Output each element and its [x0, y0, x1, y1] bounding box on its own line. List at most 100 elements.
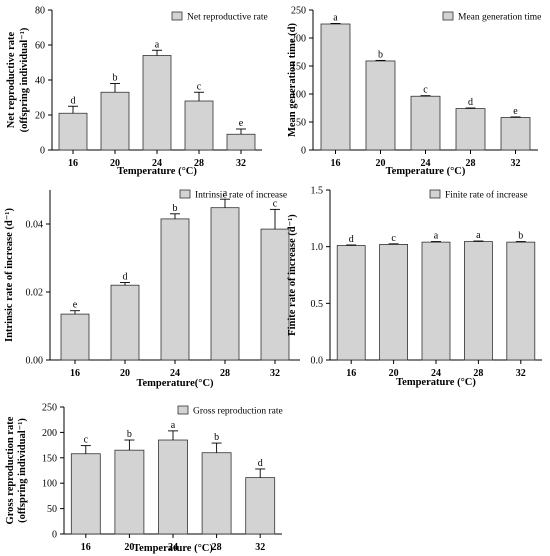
- x-tick-label: 24: [170, 368, 180, 379]
- y-tick-label: 40: [35, 76, 45, 87]
- significance-letter: a: [223, 188, 228, 199]
- bar: [336, 245, 366, 361]
- significance-letter: d: [71, 95, 76, 106]
- y-tick-label: 0: [52, 530, 57, 541]
- y-tick-label: 200: [291, 34, 306, 45]
- x-tick-label: 24: [168, 542, 178, 553]
- y-tick-label: 0.02: [26, 288, 44, 299]
- bar: [114, 449, 145, 535]
- legend-swatch: [442, 11, 454, 21]
- y-tick-label: 250: [42, 403, 57, 414]
- y-tick-label: 250: [291, 6, 306, 17]
- significance-letter: c: [84, 435, 89, 446]
- y-tick-label: 100: [42, 479, 57, 490]
- x-tick-label: 32: [516, 368, 526, 379]
- bar: [455, 108, 486, 151]
- legend-label: Intrinsic rate of increase: [195, 190, 287, 201]
- bar: [379, 243, 409, 361]
- significance-letter: d: [258, 458, 263, 469]
- y-tick-label: 200: [42, 428, 57, 439]
- significance-letter: a: [333, 12, 338, 23]
- y-tick-label: 80: [35, 6, 45, 17]
- significance-letter: a: [155, 39, 160, 50]
- bar: [410, 95, 441, 151]
- bar: [58, 112, 88, 151]
- y-tick-label: 1.5: [311, 186, 324, 197]
- y-tick-label: 100: [291, 90, 306, 101]
- significance-letter: b: [113, 73, 118, 84]
- chart-panel-3: 0.00 0.02 0.04 e 16 d 20 b 24 a 28 c 32 Temperature(°…: [4, 188, 300, 389]
- x-tick-label: 32: [270, 368, 280, 379]
- y-tick-label: 0: [40, 146, 45, 157]
- x-tick-label: 24: [421, 158, 431, 169]
- y-axis-label-line2: (offspring individual⁻¹): [17, 418, 28, 523]
- x-tick-label: 24: [431, 368, 441, 379]
- y-tick-label: 0.00: [26, 356, 44, 367]
- bar: [201, 452, 232, 535]
- x-tick-label: 20: [389, 368, 399, 379]
- x-tick-label: 32: [255, 542, 265, 553]
- significance-letter: b: [127, 429, 132, 440]
- significance-letter: a: [171, 420, 176, 431]
- y-tick-label: 20: [35, 111, 45, 122]
- y-tick-label: 0.04: [26, 220, 44, 231]
- significance-letter: d: [349, 234, 354, 245]
- y-tick-label: 0.0: [311, 356, 324, 367]
- y-tick-label: 60: [35, 41, 45, 52]
- significance-letter: a: [434, 231, 439, 242]
- significance-letter: b: [173, 203, 178, 214]
- legend: Gross reproduction rate: [177, 405, 283, 417]
- x-axis-label: Temperature (°C): [117, 166, 197, 177]
- bar: [245, 477, 276, 535]
- significance-letter: d: [468, 97, 473, 108]
- x-tick-label: 16: [346, 368, 356, 379]
- bar: [110, 284, 140, 361]
- x-tick-label: 16: [81, 542, 91, 553]
- x-tick-label: 16: [68, 158, 78, 169]
- bar: [463, 241, 493, 361]
- legend: Finite rate of increase: [429, 189, 528, 201]
- x-tick-label: 28: [220, 368, 230, 379]
- bar: [226, 133, 256, 151]
- y-tick-label: 150: [42, 453, 57, 464]
- legend-label: Net reproductive rate: [187, 13, 268, 23]
- legend-swatch: [179, 189, 191, 199]
- chart-panel-1: 0 20 40 60 80 d 16 b 20 a 24 c 28 e 32 Temperature (°C)…: [6, 6, 268, 178]
- x-tick-label: 28: [212, 542, 222, 553]
- x-tick-label: 16: [70, 368, 80, 379]
- bar: [160, 218, 190, 361]
- bar: [60, 313, 90, 361]
- significance-letter: e: [73, 300, 78, 311]
- x-tick-label: 20: [124, 542, 134, 553]
- x-tick-label: 28: [194, 158, 204, 169]
- significance-letter: c: [273, 198, 278, 209]
- x-tick-label: 32: [236, 158, 246, 169]
- x-tick-label: 20: [120, 368, 130, 379]
- x-tick-label: 28: [466, 158, 476, 169]
- significance-letter: b: [214, 432, 219, 443]
- y-tick-label: 1.0: [311, 242, 324, 253]
- significance-letter: c: [391, 233, 396, 244]
- x-tick-label: 24: [152, 158, 162, 169]
- legend: Intrinsic rate of increase: [179, 189, 287, 201]
- y-axis-label: Net reproductive rate: [6, 31, 17, 128]
- significance-letter: b: [518, 231, 523, 242]
- bar: [320, 23, 351, 151]
- chart-panel-4: 0.0 0.5 1.0 1.5 d 16 c 20 a 24 a 28 b 32 Temperature (…: [287, 186, 542, 388]
- bar: [421, 241, 451, 361]
- legend: Net reproductive rate: [171, 11, 268, 23]
- x-tick-label: 20: [376, 158, 386, 169]
- legend-label: Finite rate of increase: [445, 190, 528, 201]
- legend-swatch: [429, 189, 441, 199]
- y-tick-label: 0.5: [311, 299, 324, 310]
- legend: Mean generation time: [442, 11, 541, 23]
- x-tick-label: 32: [511, 158, 521, 169]
- x-axis-label: Temperature (°C): [396, 377, 476, 388]
- legend-label: Gross reproduction rate: [193, 407, 283, 417]
- bar: [500, 117, 531, 151]
- y-axis-label: Gross reproduction rate: [5, 416, 16, 524]
- x-tick-label: 28: [473, 368, 483, 379]
- y-axis-label-line2: (offspring individual⁻¹): [19, 27, 30, 132]
- x-tick-label: 20: [110, 158, 120, 169]
